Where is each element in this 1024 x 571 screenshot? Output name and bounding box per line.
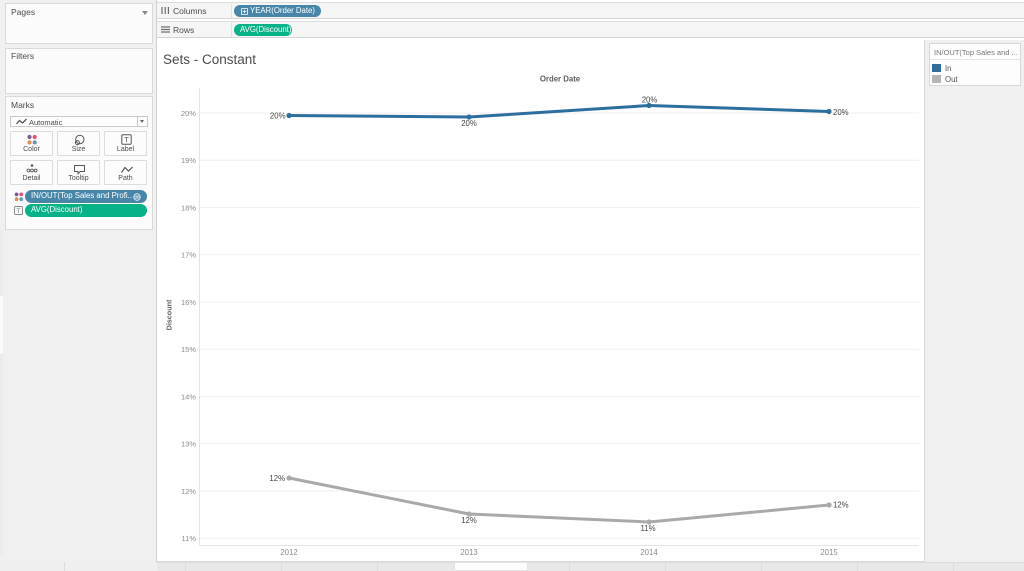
svg-text:2012: 2012	[280, 548, 297, 557]
svg-text:12%: 12%	[833, 501, 849, 510]
svg-text:2013: 2013	[460, 548, 477, 557]
svg-text:16%: 16%	[181, 298, 196, 307]
svg-text:2015: 2015	[820, 548, 838, 557]
svg-text:20%: 20%	[181, 109, 196, 118]
svg-text:14%: 14%	[181, 392, 196, 401]
svg-text:20%: 20%	[270, 112, 286, 121]
svg-text:12%: 12%	[461, 516, 477, 525]
svg-text:20%: 20%	[642, 96, 658, 105]
svg-text:Order Date: Order Date	[540, 75, 581, 84]
svg-text:2014: 2014	[640, 548, 658, 557]
svg-text:20%: 20%	[833, 108, 849, 117]
svg-text:T: T	[17, 208, 21, 215]
svg-text:15%: 15%	[181, 345, 196, 354]
svg-text:18%: 18%	[181, 203, 196, 212]
svg-text:12%: 12%	[269, 474, 285, 483]
svg-text:13%: 13%	[181, 440, 196, 449]
svg-text:Discount: Discount	[165, 299, 174, 330]
svg-text:T: T	[124, 135, 129, 144]
svg-text:12%: 12%	[181, 487, 196, 496]
svg-text:20%: 20%	[461, 119, 477, 128]
svg-text:11%: 11%	[640, 524, 655, 533]
svg-text:11%: 11%	[182, 534, 197, 543]
svg-text:17%: 17%	[181, 251, 196, 260]
svg-text:19%: 19%	[181, 156, 196, 165]
